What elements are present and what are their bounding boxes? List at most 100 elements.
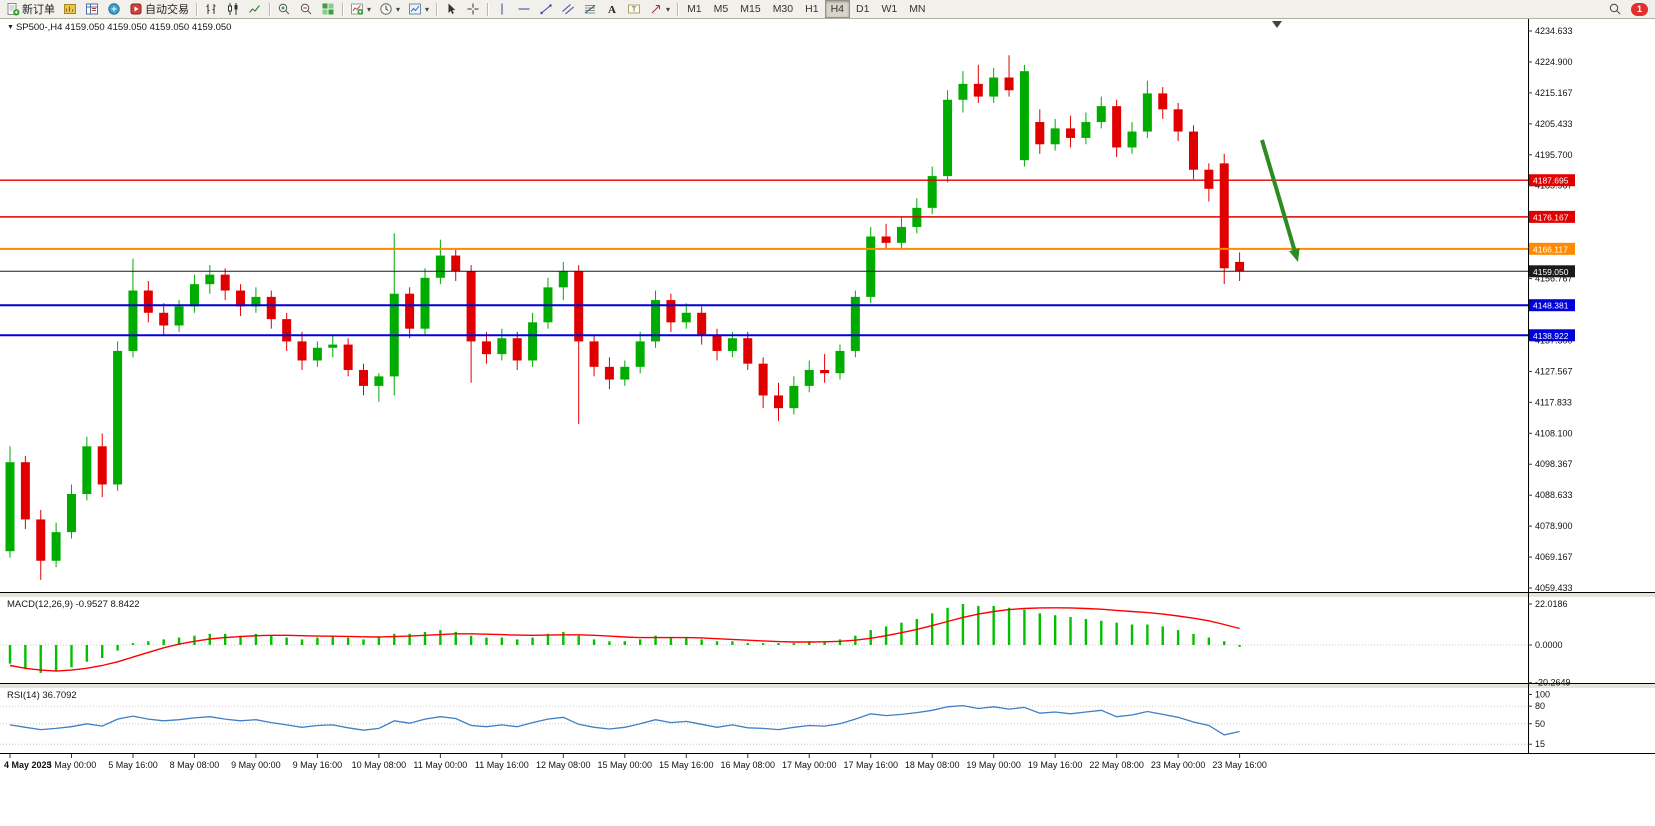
arrows-button[interactable]: ▾ [645, 0, 674, 18]
bar-chart-button[interactable] [200, 0, 222, 18]
dropdown-arrow-icon[interactable]: ▾ [396, 4, 401, 14]
text-button[interactable]: A [601, 0, 623, 18]
panel-splitter[interactable] [0, 684, 1655, 688]
macd-name: MACD(12,26,9) [7, 599, 73, 610]
data-window-button[interactable] [103, 0, 125, 18]
candlestick-icon [226, 2, 240, 16]
panel-splitter[interactable] [0, 593, 1655, 597]
svg-text:17 May 16:00: 17 May 16:00 [843, 760, 898, 770]
timeframe-d1[interactable]: D1 [856, 3, 870, 15]
candlestick-chart-button[interactable] [222, 0, 244, 18]
market-watch-button[interactable] [81, 0, 103, 18]
time-axis[interactable] [0, 754, 1655, 778]
macd-values: -0.9527 8.8422 [75, 599, 140, 610]
svg-text:4159.050: 4159.050 [1533, 267, 1569, 277]
svg-text:12 May 08:00: 12 May 08:00 [536, 760, 591, 770]
svg-text:4088.633: 4088.633 [1535, 490, 1573, 500]
channel-icon [561, 2, 575, 16]
timeframe-w1[interactable]: W1 [881, 3, 898, 15]
text-label-button[interactable]: T [623, 0, 645, 18]
timeframe-h4[interactable]: H4 [824, 0, 850, 18]
timeframe-m30[interactable]: M30 [772, 3, 794, 15]
svg-text:19 May 16:00: 19 May 16:00 [1028, 760, 1083, 770]
text-label-icon: T [627, 2, 641, 16]
cursor-button[interactable] [440, 0, 462, 18]
svg-text:11 May 00:00: 11 May 00:00 [413, 760, 467, 770]
autotrading-button[interactable]: 自动交易 [125, 0, 193, 18]
chart-menu-arrow-icon[interactable]: ▼ [7, 24, 14, 31]
horizontal-line-icon [517, 2, 531, 16]
price-axis[interactable] [1529, 18, 1655, 754]
zoom-out-button[interactable] [295, 0, 317, 18]
new-order-icon [6, 2, 20, 16]
chart-title: ▼ SP500-,H4 4159.050 4159.050 4159.050 41… [7, 22, 231, 33]
zoom-out-icon [299, 2, 313, 16]
svg-text:4166.117: 4166.117 [1533, 244, 1568, 254]
svg-text:16 May 08:00: 16 May 08:00 [720, 760, 775, 770]
dropdown-arrow-icon[interactable]: ▾ [666, 4, 671, 14]
crosshair-button[interactable] [462, 0, 484, 18]
toolbar-separator [677, 2, 679, 16]
timeframe-mn[interactable]: MN [909, 3, 926, 15]
notification-badge[interactable]: 1 [1631, 2, 1648, 16]
toolbar: 新订单 自动交易 ▾ ▾ ▾ A T ▾ M1 M5 M15 M30 H1 H4 D1 W1 MN 1 [0, 0, 1655, 19]
toolbar-separator [269, 2, 270, 16]
svg-text:4176.167: 4176.167 [1533, 212, 1569, 222]
channel-button[interactable] [557, 0, 579, 18]
rsi-layer [0, 704, 1528, 745]
svg-text:22.0186: 22.0186 [1535, 599, 1568, 609]
periods-button[interactable]: ▾ [375, 0, 404, 18]
svg-text:4215.167: 4215.167 [1535, 88, 1573, 98]
fibonacci-icon [583, 2, 597, 16]
horizontal-lines-layer[interactable] [0, 179, 1528, 337]
svg-text:4148.381: 4148.381 [1533, 301, 1569, 311]
chart-title-text: SP500-,H4 4159.050 4159.050 4159.050 415… [15, 22, 232, 33]
svg-text:8 May 08:00: 8 May 08:00 [170, 760, 220, 770]
svg-text:4224.900: 4224.900 [1535, 57, 1573, 67]
svg-text:4117.833: 4117.833 [1535, 397, 1572, 407]
svg-text:5 May 16:00: 5 May 16:00 [108, 760, 158, 770]
svg-text:4205.433: 4205.433 [1535, 119, 1573, 129]
macd-layer [0, 604, 1528, 673]
templates-button[interactable]: ▾ [404, 0, 433, 18]
svg-text:9 May 00:00: 9 May 00:00 [231, 760, 281, 770]
autotrading-button-label: 自动交易 [145, 4, 189, 16]
svg-text:4187.695: 4187.695 [1533, 176, 1569, 186]
svg-text:80: 80 [1535, 701, 1545, 711]
indicators-button[interactable]: ▾ [346, 0, 375, 18]
tile-windows-button[interactable] [317, 0, 339, 18]
svg-text:4195.700: 4195.700 [1535, 150, 1573, 160]
line-chart-button[interactable] [244, 0, 266, 18]
svg-text:9 May 16:00: 9 May 16:00 [293, 760, 343, 770]
timeframe-h1[interactable]: H1 [805, 3, 819, 15]
svg-text:4108.100: 4108.100 [1535, 428, 1573, 438]
rsi-panel[interactable] [0, 688, 1528, 754]
svg-text:A: A [608, 4, 616, 16]
svg-text:23 May 16:00: 23 May 16:00 [1212, 760, 1267, 770]
horizontal-line-button[interactable] [513, 0, 535, 18]
search-button[interactable] [1604, 0, 1626, 18]
chart-profile-button[interactable] [59, 0, 81, 18]
fibonacci-button[interactable] [579, 0, 601, 18]
timeframe-m5[interactable]: M5 [713, 3, 729, 15]
timeframe-m1[interactable]: M1 [687, 3, 702, 15]
new-order-button[interactable]: 新订单 [2, 0, 59, 18]
svg-text:15 May 16:00: 15 May 16:00 [659, 760, 714, 770]
dropdown-arrow-icon[interactable]: ▾ [425, 4, 430, 14]
svg-text:-20.2649: -20.2649 [1535, 678, 1571, 688]
new-order-button-label: 新订单 [22, 4, 55, 16]
vertical-line-icon [495, 2, 509, 16]
vertical-line-button[interactable] [491, 0, 513, 18]
dropdown-arrow-icon[interactable]: ▾ [367, 4, 372, 14]
rsi-label: RSI(14) 36.7092 [7, 690, 77, 701]
svg-text:10 May 08:00: 10 May 08:00 [352, 760, 407, 770]
svg-text:0.0000: 0.0000 [1535, 640, 1563, 650]
trendline-button[interactable] [535, 0, 557, 18]
trendline-icon [539, 2, 553, 16]
timeframe-m15[interactable]: M15 [740, 3, 761, 15]
zoom-in-button[interactable] [273, 0, 295, 18]
chart-shift-marker-icon [1272, 21, 1282, 28]
trend-arrow-annotation[interactable] [1260, 139, 1300, 262]
price-badges: 4187.695 4176.167 4166.117 4159.050 4148.381… [1529, 174, 1575, 342]
